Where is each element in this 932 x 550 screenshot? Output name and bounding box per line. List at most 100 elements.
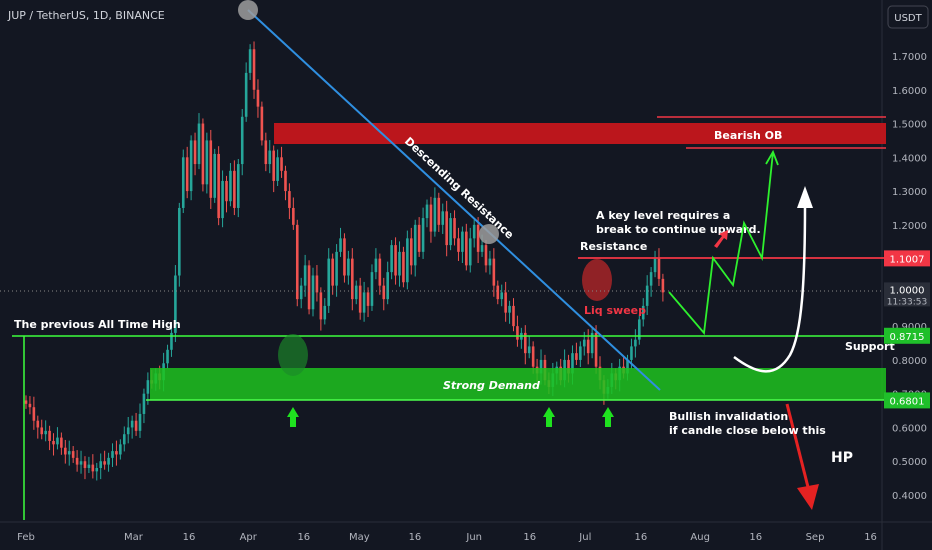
candle-body	[527, 346, 531, 354]
time-tick-label: 16	[864, 532, 877, 543]
candle-body	[197, 123, 201, 165]
price-tag-label: 0.8715	[890, 332, 925, 343]
time-tick-label: Aug	[690, 532, 710, 543]
candle-body	[134, 420, 138, 431]
time-tick-label: 16	[523, 532, 536, 543]
candle-body	[343, 238, 346, 276]
candle-body	[634, 339, 637, 347]
candle-body	[166, 349, 169, 364]
candle-body	[75, 457, 79, 465]
candle-body	[225, 180, 228, 202]
candle-body	[417, 224, 421, 252]
green-arrow-up-icon	[543, 407, 555, 427]
candle-body	[409, 238, 413, 266]
candle-body	[83, 461, 87, 468]
candle-body	[170, 332, 173, 350]
strong-demand-zone	[150, 368, 886, 400]
candle-body	[500, 292, 504, 300]
candle-body	[362, 292, 366, 313]
candle-body	[582, 339, 586, 347]
price-tag-box	[884, 392, 930, 409]
time-tick-label: Jun	[465, 532, 482, 543]
candle-body	[67, 451, 71, 455]
candle-body	[126, 427, 130, 435]
price-tag-box	[884, 327, 930, 344]
candle-body	[272, 150, 275, 181]
candle-body	[425, 204, 429, 219]
candle-body	[236, 164, 240, 208]
candle-body	[386, 272, 389, 300]
candle-body	[476, 224, 480, 252]
candle-body	[398, 251, 401, 276]
candle-body	[327, 258, 331, 306]
candle-body	[240, 116, 244, 165]
candle-body	[181, 157, 185, 208]
candle-body	[229, 170, 232, 202]
price-tick-label: 0.4000	[892, 491, 927, 502]
candle-body	[645, 285, 649, 306]
candle-body	[539, 359, 543, 374]
candle-body	[421, 218, 425, 252]
green-arrow-up-icon	[287, 407, 299, 427]
candle-body	[60, 437, 63, 448]
candle-body	[268, 150, 272, 165]
candle-body	[488, 258, 492, 266]
candle-body	[115, 451, 118, 455]
candle-body	[252, 49, 256, 90]
time-tick-label: 16	[183, 532, 196, 543]
candle-body	[185, 157, 189, 192]
candle-body	[441, 211, 445, 225]
candle-body	[303, 265, 307, 286]
candle-body	[221, 180, 224, 219]
candle-body	[649, 272, 653, 286]
bearish-ob-label: Bearish OB	[714, 129, 782, 142]
candle-body	[492, 258, 496, 286]
invalidation-text-2: if candle close below this	[669, 424, 826, 437]
candle-body	[630, 346, 633, 360]
candle-body	[504, 292, 507, 313]
candle-body	[36, 420, 40, 428]
candle-body	[213, 153, 217, 198]
candle-body	[331, 258, 334, 286]
candle-body	[189, 140, 193, 192]
time-tick-label: Sep	[806, 532, 825, 543]
candle-body	[56, 437, 59, 445]
price-tick-label: 0.9000	[892, 322, 927, 333]
candle-body	[244, 72, 248, 117]
candle-body	[374, 258, 378, 273]
descending-trendline	[247, 9, 661, 391]
price-tick-label: 0.6000	[892, 423, 927, 434]
currency-button[interactable]	[887, 5, 929, 29]
candle-body	[146, 380, 150, 394]
candle-body	[233, 170, 236, 208]
candle-body	[413, 224, 417, 266]
candle-body	[40, 427, 44, 435]
candle-body	[201, 123, 205, 185]
time-tick-label: Jul	[578, 532, 591, 543]
candle-body	[468, 238, 472, 266]
price-axis[interactable]: 1.7000 1.6000 1.5000 1.4000 1.3000 1.2000 1.10…	[892, 52, 927, 502]
candle-body	[351, 258, 354, 300]
candle-body	[571, 353, 574, 374]
candle-body	[64, 447, 67, 455]
candle-body	[24, 400, 28, 404]
time-tick-label: Apr	[240, 532, 258, 543]
candle-body	[315, 275, 319, 293]
candle-body	[292, 207, 295, 225]
candle-body	[449, 218, 452, 246]
candle-body	[586, 339, 590, 354]
time-axis[interactable]: Feb Mar 16 Apr 16 May 16 Jun 16 Jul 16 Aug 16 Sep 16	[17, 532, 877, 543]
candle-body	[119, 444, 122, 455]
projection-path	[668, 151, 774, 336]
candle-body	[91, 464, 95, 472]
candle-body	[138, 413, 142, 431]
candle-body	[406, 238, 409, 283]
candle-body	[484, 245, 488, 266]
candle-body	[496, 285, 500, 300]
candle-body	[590, 332, 594, 354]
last-price-box	[884, 282, 930, 307]
candle-body	[366, 292, 370, 306]
price-tag-box	[884, 250, 930, 267]
